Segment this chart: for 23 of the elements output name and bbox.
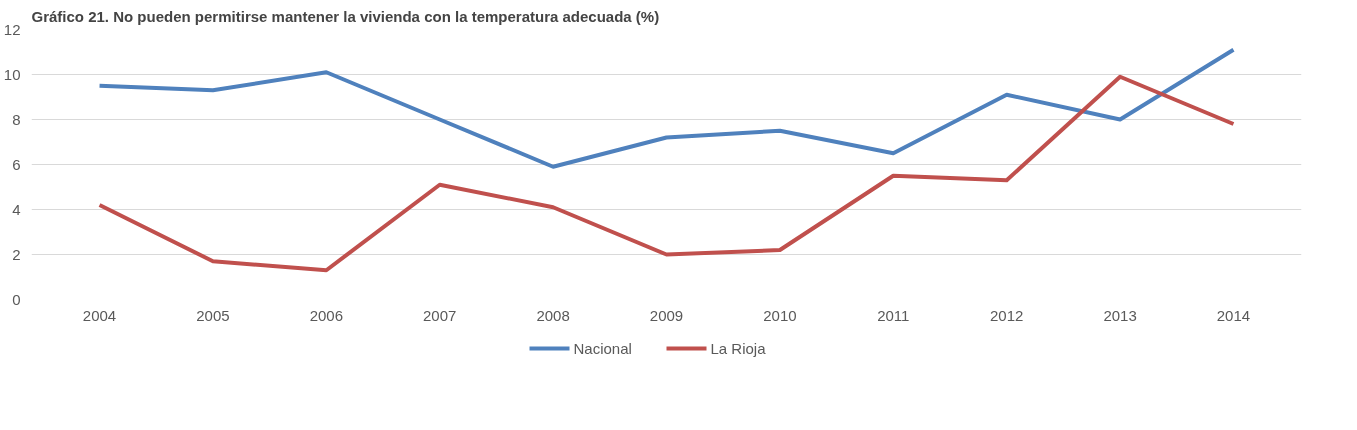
x-tick-label: 2013 xyxy=(1103,306,1137,324)
x-tick-label: 2006 xyxy=(309,306,344,324)
y-tick-label: 12 xyxy=(3,20,21,38)
x-tick-label: 2010 xyxy=(763,306,797,324)
x-tick-label: 2014 xyxy=(1216,306,1251,324)
line-series xyxy=(97,47,1236,169)
x-tick-label: 2004 xyxy=(82,306,117,324)
y-tick-label: 8 xyxy=(12,110,21,128)
x-tick-label: 2005 xyxy=(196,306,230,324)
y-tick-label: 2 xyxy=(12,245,21,263)
x-tick-label: 2012 xyxy=(989,306,1024,324)
x-tick-label: 2011 xyxy=(877,306,910,324)
y-tick-label: 4 xyxy=(12,200,21,218)
legend-label: Nacional xyxy=(573,340,632,357)
legend-label: La Rioja xyxy=(710,340,767,357)
x-tick-label: 2009 xyxy=(649,306,684,324)
line-series xyxy=(97,74,1236,273)
y-tick-label: 0 xyxy=(12,290,21,308)
y-tick-label: 10 xyxy=(3,65,21,83)
x-tick-label: 2007 xyxy=(423,306,457,324)
x-tick-label: 2008 xyxy=(536,306,570,324)
y-tick-label: 6 xyxy=(12,155,21,173)
chart-title: Gráfico 21. No pueden permitirse mantener la vivienda con la temperatura adecuada (%) xyxy=(31,7,660,25)
